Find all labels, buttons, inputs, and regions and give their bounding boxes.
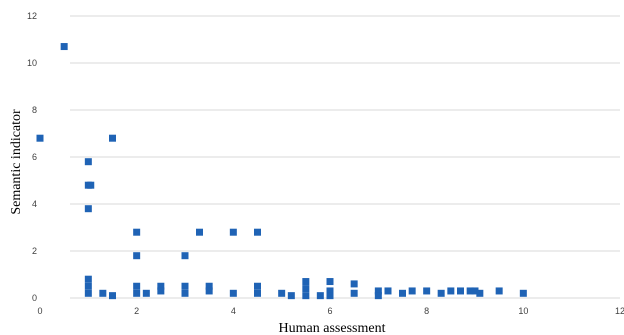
data-point — [60, 43, 68, 51]
data-point — [84, 205, 92, 213]
data-point — [254, 289, 261, 297]
y-tick-label: 8 — [32, 105, 37, 115]
data-point — [495, 287, 503, 295]
data-point — [457, 287, 464, 295]
x-axis-title: Human assessment — [279, 321, 386, 335]
y-axis-title: Semantic indicator — [9, 109, 24, 215]
data-point — [109, 292, 116, 300]
data-point — [181, 282, 189, 290]
data-point — [87, 181, 95, 189]
data-point — [302, 285, 310, 293]
data-point — [157, 287, 165, 295]
data-point — [254, 228, 261, 236]
data-point — [316, 292, 324, 300]
y-tick-label: 0 — [32, 293, 37, 303]
data-point — [133, 289, 141, 297]
data-point — [157, 282, 165, 290]
data-point — [278, 289, 286, 297]
data-point — [374, 292, 382, 300]
data-point — [181, 289, 189, 297]
gridlines — [70, 15, 620, 299]
data-point — [287, 292, 295, 300]
data-points — [36, 43, 527, 300]
data-point — [374, 287, 382, 295]
y-tick-labels: 0 2 4 6 8 10 12 — [27, 11, 37, 303]
data-point — [519, 289, 527, 297]
data-point — [471, 287, 479, 295]
data-point — [84, 275, 92, 283]
data-point — [408, 287, 416, 295]
data-point — [350, 280, 358, 288]
x-tick-label: 12 — [615, 306, 624, 316]
data-point — [350, 289, 358, 297]
data-point — [423, 287, 431, 295]
data-point — [466, 287, 474, 295]
data-point — [476, 289, 484, 297]
data-point — [326, 278, 334, 286]
x-tick-label: 8 — [424, 306, 429, 316]
x-tick-label: 10 — [518, 306, 528, 316]
data-point — [142, 289, 150, 297]
data-point — [133, 228, 141, 236]
data-point — [36, 134, 44, 142]
data-point — [109, 134, 116, 142]
data-point — [326, 287, 334, 295]
y-tick-label: 4 — [32, 199, 37, 209]
data-point — [447, 287, 455, 295]
x-tick-label: 0 — [37, 306, 42, 316]
data-point — [399, 289, 406, 297]
x-tick-label: 6 — [327, 306, 332, 316]
data-point — [133, 282, 141, 290]
y-tick-label: 10 — [27, 58, 37, 68]
x-tick-label: 4 — [231, 306, 236, 316]
data-point — [326, 292, 334, 300]
data-point — [229, 228, 237, 236]
data-point — [84, 282, 92, 290]
data-point — [205, 287, 213, 295]
data-point — [384, 287, 392, 295]
data-point — [99, 289, 107, 297]
data-point — [254, 282, 261, 290]
x-tick-label: 2 — [134, 306, 139, 316]
data-point — [84, 158, 92, 166]
y-tick-label: 6 — [32, 152, 37, 162]
data-point — [302, 292, 310, 300]
data-point — [84, 289, 92, 297]
data-point — [196, 228, 203, 236]
data-point — [302, 278, 310, 286]
x-tick-labels: 0 2 4 6 8 10 12 — [37, 306, 624, 316]
data-point — [437, 289, 445, 297]
y-tick-label: 12 — [27, 11, 37, 21]
y-tick-label: 2 — [32, 246, 37, 256]
data-point — [181, 252, 189, 260]
data-point — [133, 252, 141, 260]
data-point — [229, 289, 237, 297]
data-point — [205, 282, 213, 290]
